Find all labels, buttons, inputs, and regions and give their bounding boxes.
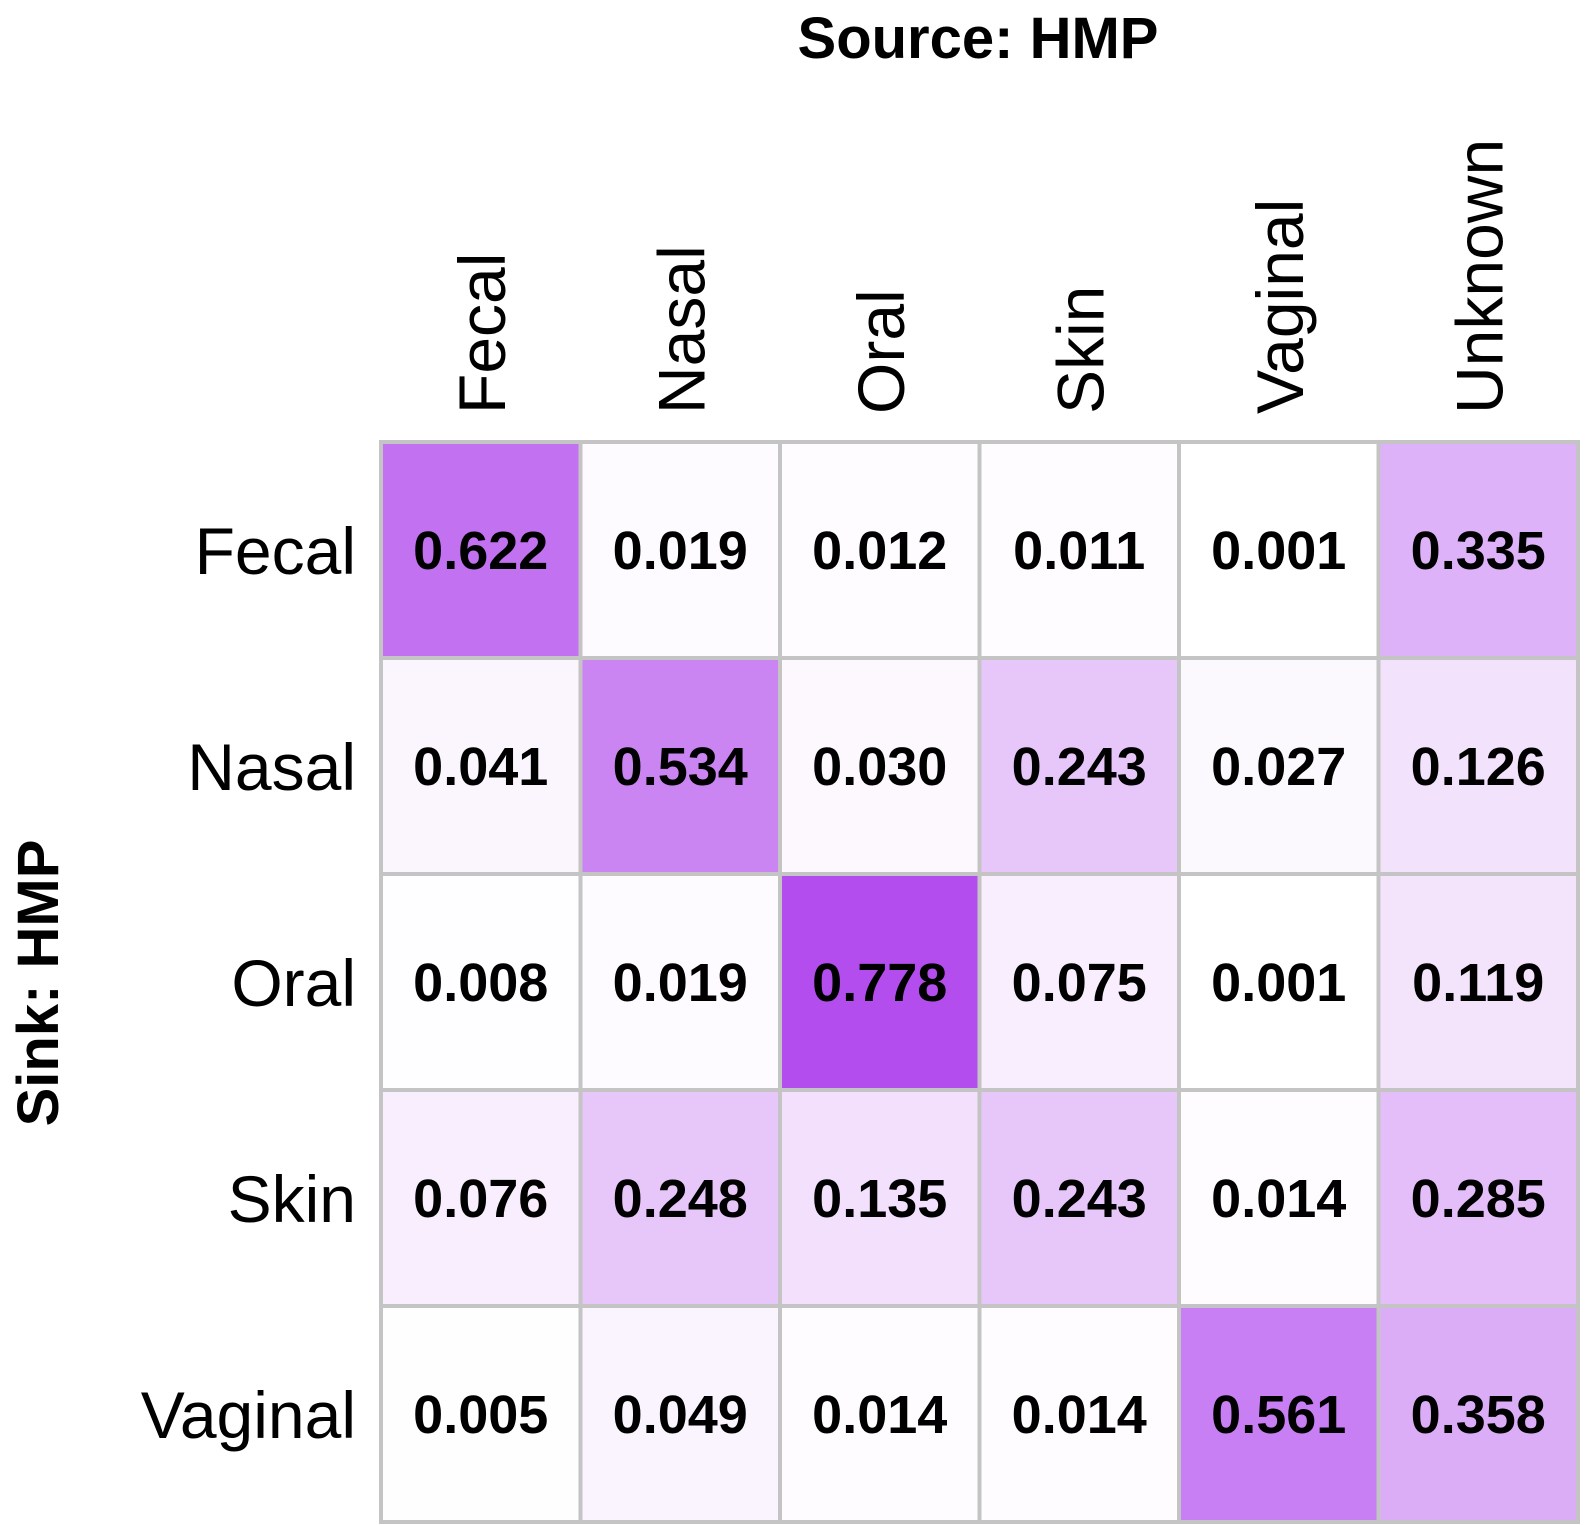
heatmap-cell (778, 440, 982, 660)
heatmap-cell (379, 1088, 583, 1308)
cell-value-label: 0.008 (413, 953, 548, 1013)
cell-value-label: 0.561 (1211, 1385, 1346, 1445)
heatmap-cell (578, 440, 782, 660)
cell-value-label: 0.335 (1411, 521, 1546, 581)
y-tick-label: Vaginal (141, 1378, 356, 1452)
cell-value-label: 0.358 (1411, 1385, 1546, 1445)
heatmap-cell (578, 656, 782, 876)
heatmap-cell (1376, 872, 1580, 1092)
heatmap-cell (977, 656, 1181, 876)
cell-value-label: 0.243 (1012, 1169, 1147, 1229)
cell-value-label: 0.778 (812, 953, 947, 1013)
cell-value-label: 0.076 (413, 1169, 548, 1229)
x-tick-label: Vaginal (1243, 199, 1317, 414)
cell-value-label: 0.049 (613, 1385, 748, 1445)
x-tick-label: Nasal (644, 245, 718, 414)
heatmap-cell (1177, 872, 1381, 1092)
x-tick-label: Fecal (445, 253, 519, 414)
x-tick-label: Skin (1043, 286, 1117, 414)
cell-value-label: 0.126 (1411, 737, 1546, 797)
cell-value-label: 0.019 (613, 521, 748, 581)
heatmap-cell (379, 440, 583, 660)
y-tick-label: Nasal (187, 730, 356, 804)
cell-value-label: 0.041 (413, 737, 548, 797)
cell-value-label: 0.005 (413, 1385, 548, 1445)
cell-value-label: 0.075 (1012, 953, 1147, 1013)
x-tick-labels: Fecal Nasal Oral Skin Vaginal Unknown (445, 139, 1517, 414)
heatmap-cell (1177, 1088, 1381, 1308)
cell-value-label: 0.012 (812, 521, 947, 581)
y-tick-labels: Fecal Nasal Oral Skin Vaginal (141, 514, 356, 1452)
cell-value-label: 0.014 (1211, 1169, 1346, 1229)
cell-value-label: 0.622 (413, 521, 548, 581)
cell-value-label: 0.011 (1013, 521, 1145, 581)
heatmap-cell (1376, 1088, 1580, 1308)
cell-value-label: 0.014 (812, 1385, 947, 1445)
y-tick-label: Fecal (195, 514, 356, 588)
cell-value-label: 0.135 (812, 1169, 947, 1229)
x-axis-title: Source: HMP (798, 6, 1159, 71)
cell-value-label: 0.001 (1211, 521, 1346, 581)
cell-value-label: 0.534 (613, 737, 748, 797)
x-tick-label: Unknown (1442, 139, 1516, 414)
heatmap-cells (379, 440, 1580, 1524)
cell-value-label: 0.248 (613, 1169, 748, 1229)
y-tick-label: Oral (231, 946, 356, 1020)
heatmap-cell (1376, 656, 1580, 876)
cell-value-label: 0.119 (1412, 953, 1544, 1013)
x-tick-label: Oral (844, 289, 918, 414)
heatmap-cell (1177, 1304, 1381, 1524)
y-tick-label: Skin (228, 1162, 356, 1236)
cell-value-label: 0.285 (1411, 1169, 1546, 1229)
cell-value-label: 0.030 (812, 737, 947, 797)
heatmap-cell (977, 872, 1181, 1092)
cell-value-label: 0.027 (1211, 737, 1346, 797)
heatmap-cell (379, 1304, 583, 1524)
heatmap-cell (977, 1304, 1181, 1524)
heatmap-cell (1376, 1304, 1580, 1524)
heatmap-cell (578, 1088, 782, 1308)
cell-value-label: 0.001 (1211, 953, 1346, 1013)
cell-value-label: 0.019 (613, 953, 748, 1013)
cell-value-label: 0.243 (1012, 737, 1147, 797)
heatmap-value-labels: 0.622 0.019 0.012 0.011 0.001 0.335 0.041 0.534… (413, 521, 1546, 1445)
heatmap-cell (578, 872, 782, 1092)
cell-value-label: 0.014 (1012, 1385, 1147, 1445)
y-axis-title: Sink: HMP (6, 840, 71, 1127)
heatmap-cell (778, 1088, 982, 1308)
heatmap-cell (778, 1304, 982, 1524)
heatmap-cell (1376, 440, 1580, 660)
heatmap-cell (977, 1088, 1181, 1308)
